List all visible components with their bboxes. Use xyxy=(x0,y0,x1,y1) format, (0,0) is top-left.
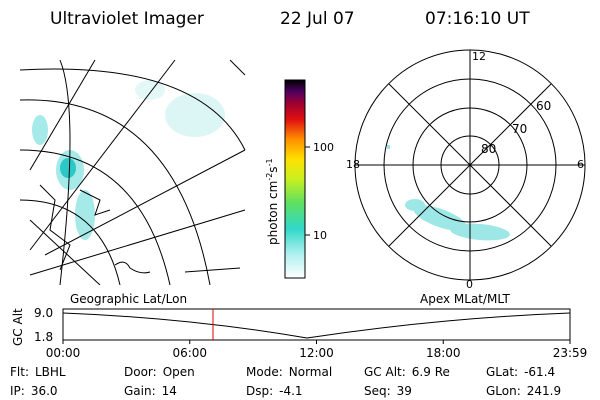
info-label: GLon: xyxy=(486,384,521,398)
timeline-y-label: GC Alt xyxy=(11,308,25,346)
info-label: Seq: xyxy=(364,384,391,398)
x-ticks: 00:00 06:00 12:00 18:00 23:59 xyxy=(46,340,588,360)
colorbar-tick-label: 10 xyxy=(313,229,327,242)
mlt-label: 18 xyxy=(346,158,360,171)
info-label: IP: xyxy=(10,384,25,398)
info-item: GC Alt: 6.9 Re xyxy=(364,365,450,379)
info-value: 6.9 Re xyxy=(412,365,450,379)
info-label: Flt: xyxy=(10,365,29,379)
info-label: Dsp: xyxy=(246,384,273,398)
info-item: Gain: 14 xyxy=(124,384,177,398)
info-value: 241.9 xyxy=(527,384,561,398)
polar-label: Apex MLat/MLT xyxy=(420,292,510,306)
date: 22 Jul 07 xyxy=(280,9,355,29)
mlt-label: 0 xyxy=(466,278,473,291)
exp: -1 xyxy=(265,158,274,166)
timeline-frame xyxy=(62,308,571,341)
x-tick-label: 23:59 xyxy=(553,346,588,360)
mlt-label: 6 xyxy=(577,158,584,171)
info-item: Seq: 39 xyxy=(364,384,412,398)
info-item: Dsp: -4.1 xyxy=(246,384,303,398)
x-tick-label: 00:00 xyxy=(46,346,81,360)
unit: photon cm xyxy=(266,181,280,245)
info-item: GLat: -61.4 xyxy=(486,365,555,379)
orbit-curve xyxy=(62,312,571,339)
colorbar-label: photon cm-2s-1 xyxy=(265,158,280,245)
x-tick-label: 06:00 xyxy=(172,346,207,360)
exp: -2 xyxy=(265,173,274,181)
mlt-label: 12 xyxy=(472,50,486,63)
unit: s xyxy=(266,166,280,172)
info-label: GLat: xyxy=(486,365,518,379)
info-value: Normal xyxy=(289,365,332,379)
info-panel: Flt: LBHL Door: Open Mode: Normal GC Alt: 6.9 R… xyxy=(10,365,561,398)
info-label: Mode: xyxy=(246,365,283,379)
lat-label: 70 xyxy=(512,122,527,136)
title: Ultraviolet Imager xyxy=(50,9,204,29)
colorbar-tick-label: 100 xyxy=(313,141,334,154)
time: 07:16:10 UT xyxy=(425,9,530,29)
geo-map xyxy=(20,59,246,285)
x-tick-label: 18:00 xyxy=(426,346,461,360)
x-tick-label: 12:00 xyxy=(299,346,334,360)
y-tick-label: 9.0 xyxy=(34,306,53,320)
lat-label: 60 xyxy=(536,99,551,113)
info-value: -61.4 xyxy=(524,365,555,379)
y-tick-label: 1.8 xyxy=(34,330,53,344)
info-label: Gain: xyxy=(124,384,156,398)
info-item: IP: 36.0 xyxy=(10,384,58,398)
info-item: Flt: LBHL xyxy=(10,365,66,379)
info-value: 39 xyxy=(397,384,412,398)
info-value: 14 xyxy=(162,384,177,398)
info-value: LBHL xyxy=(35,365,66,379)
info-item: Door: Open xyxy=(124,365,195,379)
info-label: GC Alt: xyxy=(364,365,406,379)
info-value: Open xyxy=(163,365,195,379)
info-item: Mode: Normal xyxy=(246,365,332,379)
info-item: GLon: 241.9 xyxy=(486,384,561,398)
info-value: 36.0 xyxy=(31,384,58,398)
map-label: Geographic Lat/Lon xyxy=(70,292,187,306)
info-value: -4.1 xyxy=(279,384,302,398)
info-label: Door: xyxy=(124,365,157,379)
polar-plot xyxy=(354,49,586,281)
lat-label: 80 xyxy=(481,142,496,156)
colorbar xyxy=(284,79,306,279)
